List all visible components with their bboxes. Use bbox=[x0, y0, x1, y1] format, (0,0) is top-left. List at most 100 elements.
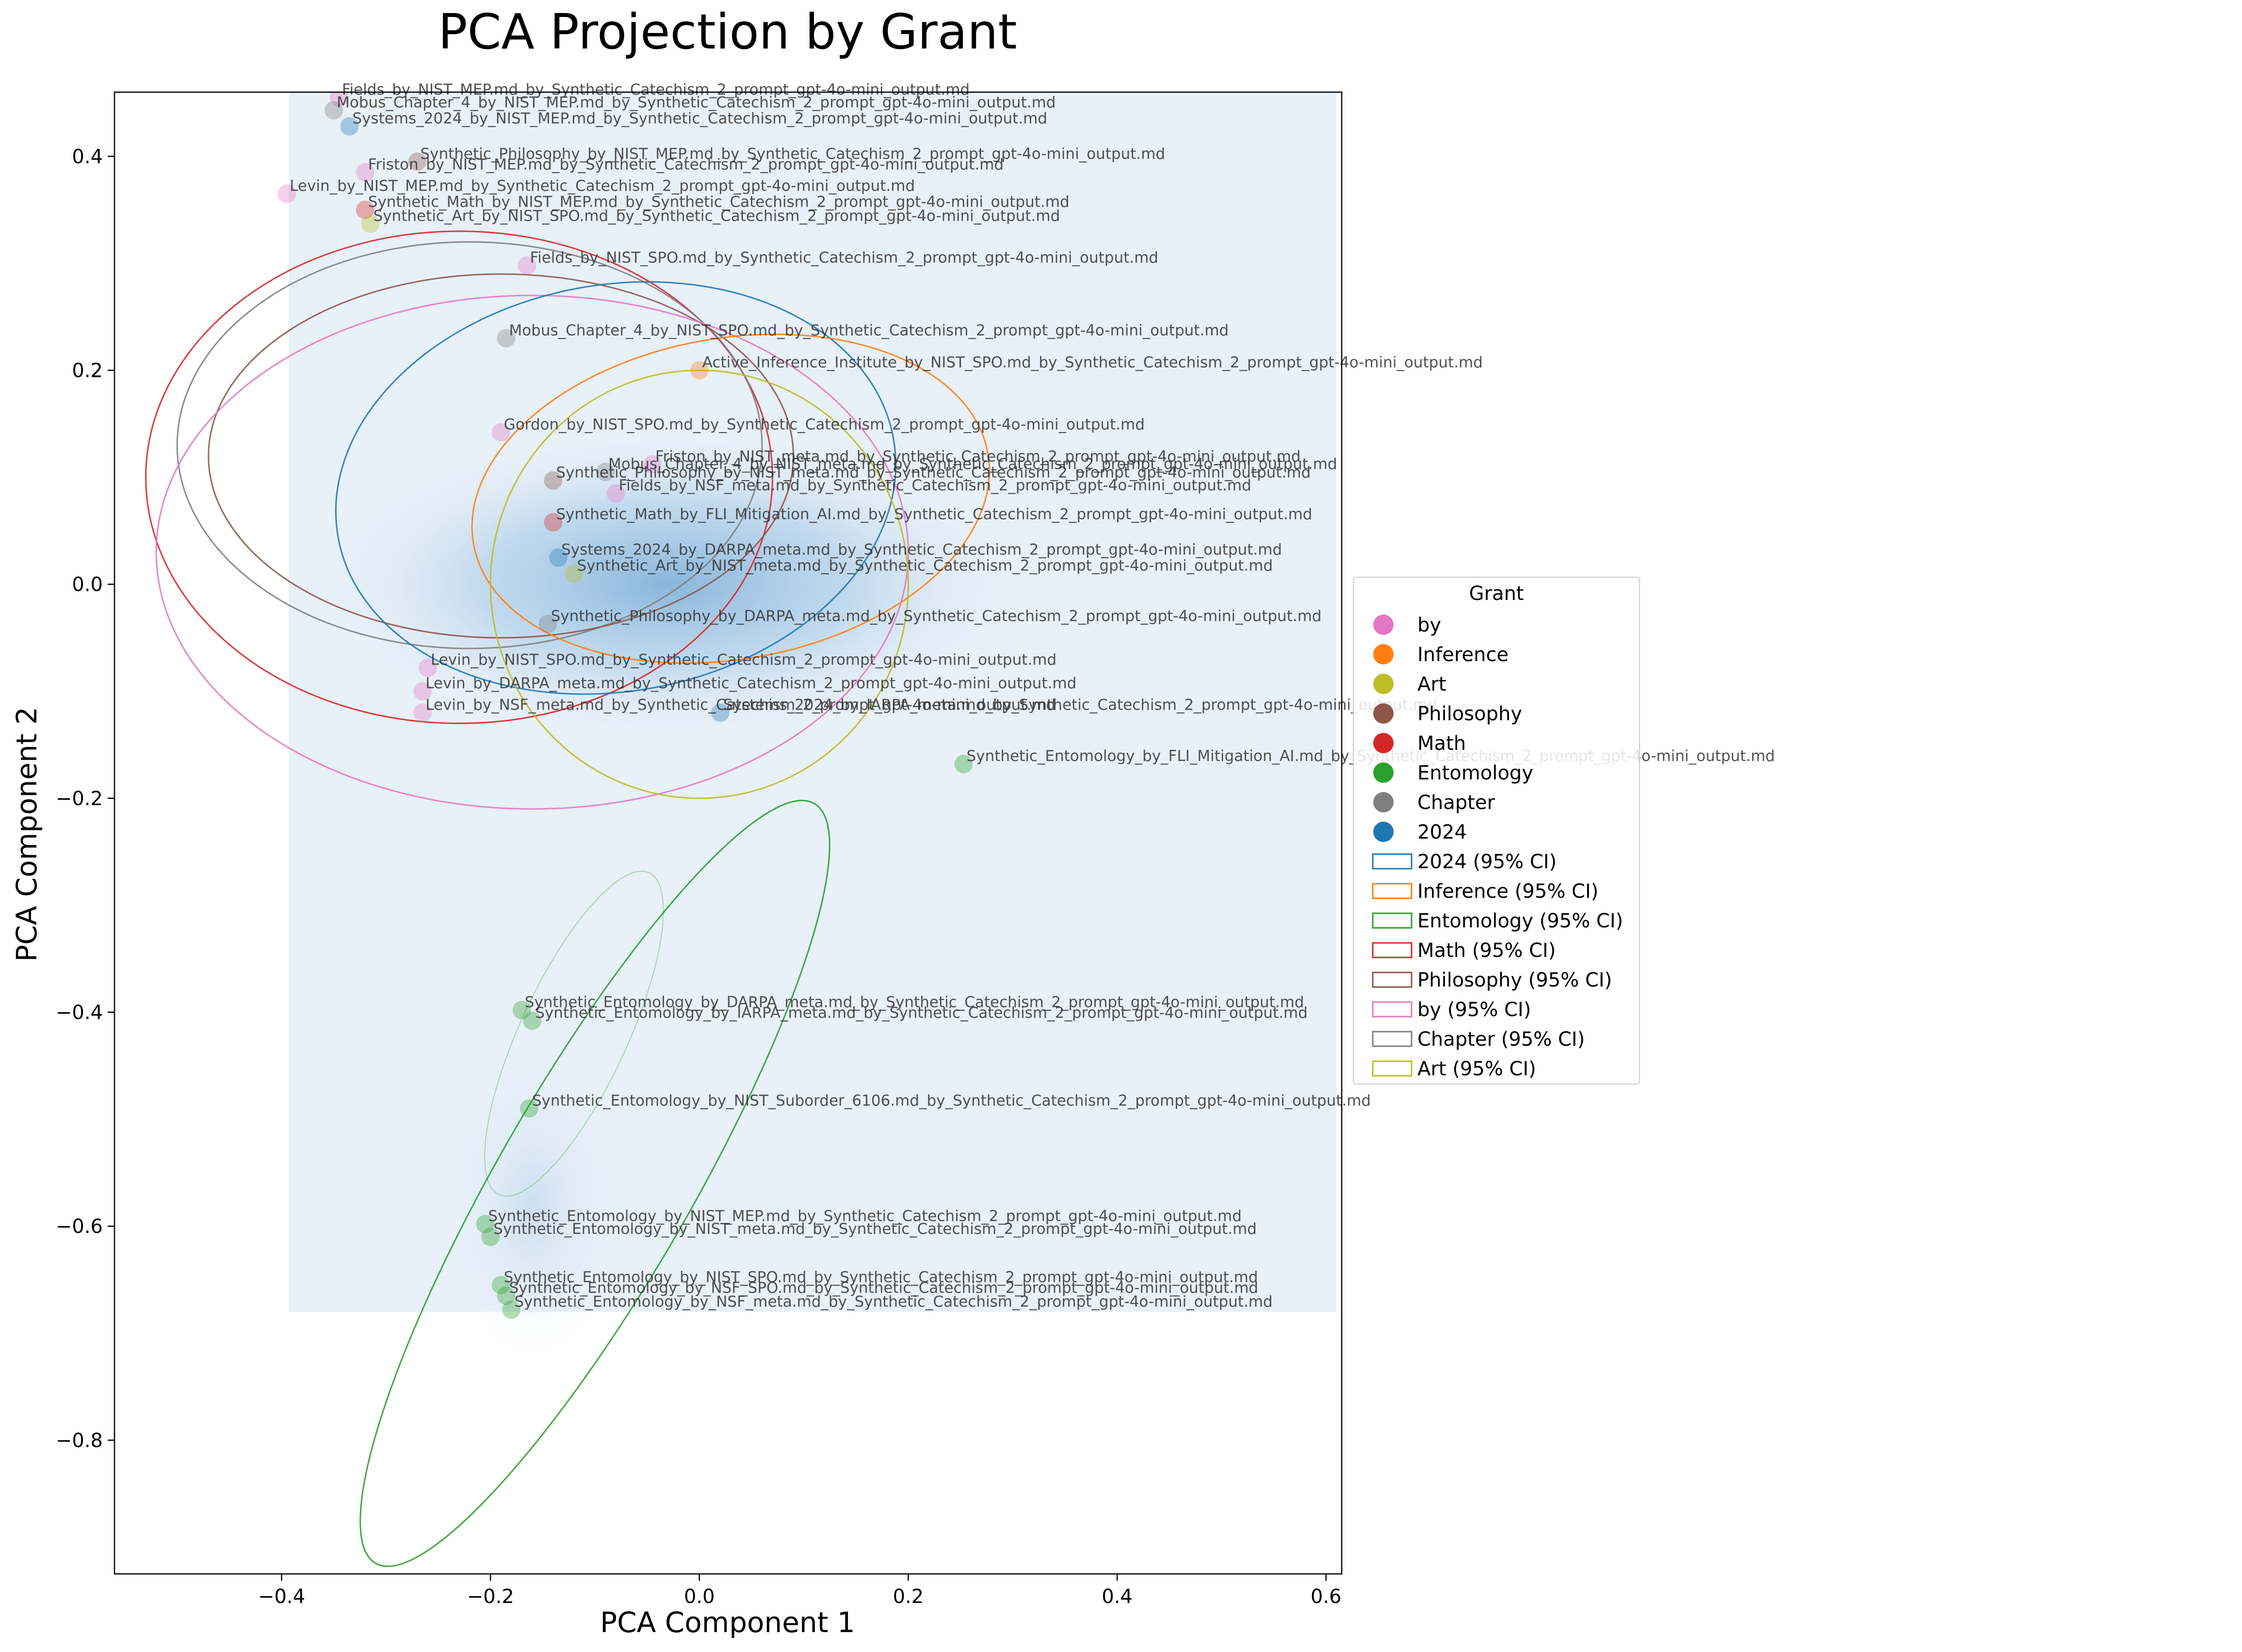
legend-marker-math bbox=[1373, 733, 1394, 753]
point-label: Levin_by_NIST_SPO.md_by_Synthetic_Catech… bbox=[431, 651, 1056, 669]
point-label: Synthetic_Math_by_NIST_MEP.md_by_Synthet… bbox=[368, 194, 1070, 211]
point-2024 bbox=[711, 703, 730, 722]
y-axis-title: PCA Component 2 bbox=[10, 707, 43, 962]
point-label: Synthetic_Philosophy_by_NIST_MEP.md_by_S… bbox=[420, 145, 1165, 162]
y-tick-label: 0.0 bbox=[72, 574, 103, 596]
point-entomology bbox=[512, 1001, 531, 1020]
point-entomology bbox=[954, 755, 973, 774]
x-axis-title: PCA Component 1 bbox=[600, 1606, 855, 1639]
point-math bbox=[544, 513, 563, 532]
y-tick-label: −0.2 bbox=[56, 788, 103, 810]
point-entomology bbox=[497, 1286, 516, 1305]
point-label: Systems_2024_by_DARPA_meta.md_by_Synthet… bbox=[561, 541, 1282, 559]
legend-ci-label: Math (95% CI) bbox=[1417, 939, 1556, 962]
legend-ci-swatch-2024 bbox=[1372, 853, 1413, 870]
y-tick-label: −0.4 bbox=[56, 1002, 103, 1024]
density-lower-lobe bbox=[449, 1055, 616, 1355]
point-2024 bbox=[340, 117, 359, 136]
point-2024 bbox=[549, 548, 568, 567]
point-label: Mobus_Chapter_4_by_NIST_meta.md_by_Synth… bbox=[608, 455, 1337, 473]
point-label: Synthetic_Entomology_by_NSF_meta.md_by_S… bbox=[514, 1293, 1272, 1311]
point-entomology bbox=[502, 1300, 521, 1319]
legend-ci-label: Philosophy (95% CI) bbox=[1417, 969, 1612, 991]
point-label: Synthetic_Art_by_NIST_SPO.md_by_Syntheti… bbox=[374, 207, 1060, 225]
point-art bbox=[565, 564, 584, 583]
legend-ci-swatch-by bbox=[1372, 1001, 1413, 1018]
ci-ellipse-2024 bbox=[335, 281, 897, 695]
legend: Grant by Inference Art Philosophy Math Entomo… bbox=[1353, 577, 1640, 1085]
ci-ellipse-by bbox=[155, 294, 909, 810]
point-by bbox=[329, 92, 348, 107]
y-tick-label: −0.6 bbox=[56, 1215, 103, 1238]
ci-ellipse-math bbox=[145, 230, 774, 724]
legend-marker-art bbox=[1373, 674, 1394, 694]
legend-label: Inference bbox=[1417, 644, 1509, 666]
legend-ci-label: Entomology (95% CI) bbox=[1417, 910, 1623, 932]
point-inference bbox=[690, 361, 709, 380]
point-label: Synthetic_Entomology_by_NIST_Suborder_61… bbox=[532, 1092, 1371, 1109]
point-label: Friston_by_NIST_MEP.md_by_Synthetic_Cate… bbox=[368, 156, 1004, 173]
point-by bbox=[418, 658, 437, 677]
point-philosophy bbox=[544, 471, 563, 490]
legend-marker-inference bbox=[1373, 644, 1394, 664]
point-label: Synthetic_Art_by_NIST_meta.md_by_Synthet… bbox=[577, 557, 1273, 575]
legend-label: Art bbox=[1417, 673, 1446, 696]
point-entomology bbox=[491, 1276, 510, 1295]
point-art bbox=[361, 214, 380, 233]
point-label: Friston_by_NIST_meta.md_by_Synthetic_Cat… bbox=[655, 448, 1301, 466]
legend-label: Entomology bbox=[1417, 762, 1533, 784]
point-chapter bbox=[325, 101, 343, 120]
density-core bbox=[323, 434, 1013, 734]
legend-label: Chapter bbox=[1417, 792, 1495, 814]
legend-label: Math bbox=[1417, 732, 1466, 755]
point-entomology bbox=[476, 1215, 495, 1233]
point-label: Synthetic_Philosophy_by_NIST_meta.md_by_… bbox=[556, 464, 1311, 482]
point-label: Synthetic_Philosophy_by_DARPA_meta.md_by… bbox=[551, 607, 1322, 625]
point-entomology bbox=[523, 1011, 542, 1030]
point-label: Mobus_Chapter_4_by_NIST_SPO.md_by_Synthe… bbox=[509, 322, 1229, 339]
point-label: Synthetic_Entomology_by_NIST_MEP.md_by_S… bbox=[488, 1208, 1241, 1225]
x-tick-label: 0.2 bbox=[893, 1586, 924, 1608]
ci-ellipse-philosophy bbox=[208, 273, 795, 639]
point-label: Gordon_by_NIST_SPO.md_by_Synthetic_Catec… bbox=[504, 416, 1145, 433]
point-label: Levin_by_DARPA_meta.md_by_Synthetic_Cate… bbox=[425, 675, 1076, 692]
point-label: Fields_by_NIST_SPO.md_by_Synthetic_Catec… bbox=[530, 249, 1158, 266]
point-label: Synthetic_Entomology_by_DARPA_meta.md_by… bbox=[525, 994, 1304, 1011]
point-by bbox=[518, 256, 536, 275]
ci-ellipse-inference bbox=[471, 333, 991, 664]
point-by bbox=[606, 484, 625, 503]
x-tick-label: 0.4 bbox=[1102, 1586, 1133, 1608]
legend-ci-label: Inference (95% CI) bbox=[1417, 880, 1598, 903]
y-tick-label: 0.4 bbox=[72, 146, 103, 168]
point-label: Fields_by_NIST_MEP.md_by_Synthetic_Catec… bbox=[342, 81, 970, 98]
legend-ci-label: 2024 (95% CI) bbox=[1417, 851, 1557, 873]
point-label: Systems_2024_by_NIST_MEP.md_by_Synthetic… bbox=[352, 110, 1047, 128]
point-label: Active_Inference_Institute_by_NIST_SPO.m… bbox=[702, 354, 1483, 372]
legend-ci-swatch-philosophy bbox=[1372, 972, 1413, 988]
legend-label: Philosophy bbox=[1417, 703, 1522, 725]
point-label: Levin_by_NIST_MEP.md_by_Synthetic_Catech… bbox=[290, 178, 915, 195]
legend-ci-swatch-entomology bbox=[1372, 912, 1413, 929]
point-labels: Levin_by_NIST_MEP.md_by_Synthetic_Catech… bbox=[290, 81, 1775, 1311]
point-label: Synthetic_Math_by_FLI_Mitigation_AI.md_b… bbox=[556, 506, 1312, 523]
point-by bbox=[277, 184, 296, 203]
chart-title: PCA Projection by Grant bbox=[438, 3, 1017, 60]
legend-marker-2024 bbox=[1373, 822, 1394, 842]
point-math bbox=[356, 200, 374, 219]
data-points bbox=[277, 92, 973, 1319]
ci-ellipse-entomology bbox=[484, 871, 664, 1197]
legend-title: Grant bbox=[1469, 583, 1524, 605]
x-tick-label: 0.0 bbox=[684, 1586, 715, 1608]
legend-ci-label: by (95% CI) bbox=[1417, 999, 1531, 1021]
legend-ci-label: Chapter (95% CI) bbox=[1417, 1028, 1585, 1051]
y-tick-label: 0.2 bbox=[72, 360, 103, 382]
point-entomology bbox=[520, 1099, 538, 1118]
legend-marker-entomology bbox=[1373, 762, 1394, 783]
ci-ellipse-entomology bbox=[359, 799, 830, 1567]
point-by bbox=[413, 682, 432, 701]
point-chapter bbox=[497, 329, 516, 348]
point-label: Levin_by_NSF_meta.md_by_Synthetic_Catech… bbox=[425, 696, 1056, 713]
legend-marker-philosophy bbox=[1373, 703, 1394, 724]
legend-ci-swatch-art bbox=[1372, 1060, 1413, 1077]
legend-label: 2024 bbox=[1417, 821, 1467, 843]
